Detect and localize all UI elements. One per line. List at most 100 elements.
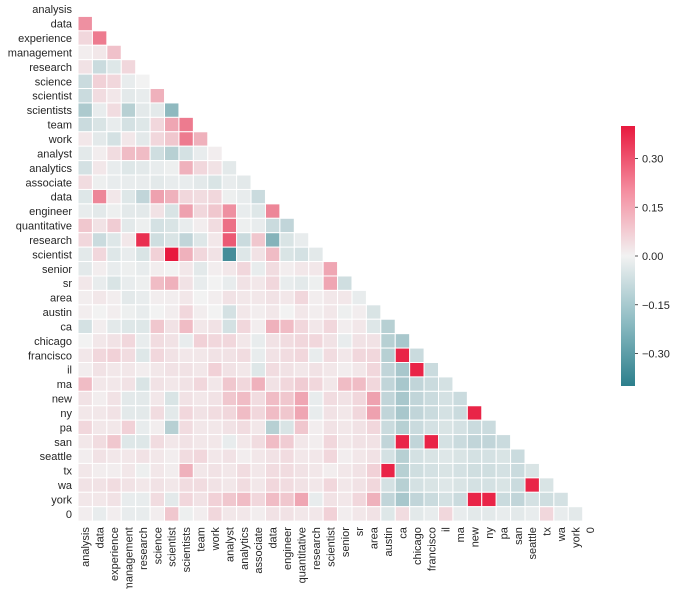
heatmap-cell-york-research <box>135 491 151 508</box>
heatmap-cell-scientist-data <box>264 246 281 263</box>
heatmap-cell-ca-analysis <box>77 318 93 335</box>
heatmap-cell-team-management <box>120 116 137 133</box>
heatmap-cell-engineer-scientists <box>178 203 194 219</box>
heatmap-cell-york-francisco <box>423 491 439 508</box>
heatmap-cell-york-data <box>264 491 281 508</box>
heatmap-cell-ny-ca <box>394 405 411 421</box>
heatmap-cell-sr-scientist <box>164 275 180 291</box>
heatmap-cell-sr-experience <box>106 275 122 291</box>
heatmap-cell-san-associate <box>250 434 266 450</box>
heatmap-cell-chicago-data <box>264 333 281 349</box>
heatmap-cell-area-work <box>207 289 223 306</box>
heatmap-cell-data-research <box>135 188 151 205</box>
heatmap-cell-ca-quantitative <box>293 318 310 335</box>
heatmap-cell-0-data <box>91 506 108 522</box>
heatmap-cell-tx-pa <box>495 462 512 479</box>
heatmap-cell-seattle-sr <box>351 448 367 464</box>
heatmap-cell-wa-data <box>91 477 108 493</box>
heatmap-cell-tx-research <box>135 462 151 479</box>
heatmap-cell-wa-team <box>192 477 209 493</box>
heatmap-cell-francisco-austin <box>380 347 396 363</box>
heatmap-cell-ny-associate <box>250 405 266 421</box>
heatmap-cell-0-chicago <box>409 506 425 522</box>
heatmap-cell-research-science <box>149 232 166 248</box>
heatmap-cell-wa-chicago <box>409 477 425 493</box>
heatmap-cell-area-sr <box>351 289 367 306</box>
heatmap-cell-pa-ma <box>452 419 468 436</box>
heatmap-cell-research-management <box>120 59 137 75</box>
colorbar <box>621 126 635 386</box>
heatmap-cell-sr-analytics <box>236 275 252 291</box>
heatmap-cell-york-data <box>91 491 108 508</box>
x-tick-label: engineer <box>282 527 294 570</box>
heatmap-cell-new-associate <box>250 390 266 407</box>
heatmap-cell-0-work <box>207 506 223 522</box>
heatmap-cell-analyst-scientist <box>164 145 180 162</box>
heatmap-cell-francisco-sr <box>351 347 367 363</box>
heatmap-cell-analyst-management <box>120 145 137 162</box>
heatmap-cell-tx-il <box>438 462 454 479</box>
heatmap-cell-area-analyst <box>221 289 238 306</box>
heatmap-cell-seattle-management <box>120 448 137 464</box>
heatmap-cell-york-area <box>365 491 382 508</box>
heatmap-cell-san-pa <box>495 434 512 450</box>
x-tick-label: seattle <box>527 527 539 559</box>
heatmap-cell-ny-sr <box>351 405 367 421</box>
heatmap-cell-chicago-associate <box>250 333 266 349</box>
heatmap-cell-il-francisco <box>423 362 439 378</box>
heatmap-cell-0-wa <box>553 506 569 522</box>
heatmap-cell-sr-team <box>192 275 209 291</box>
heatmap-cell-francisco-research <box>308 347 324 363</box>
x-tick-label: area <box>369 526 381 549</box>
heatmap-cell-york-chicago <box>409 491 425 508</box>
heatmap-cell-san-ma <box>452 434 468 450</box>
heatmap-cell-sr-scientists <box>178 275 194 291</box>
heatmap-cell-0-sr <box>351 506 367 522</box>
x-tick-label: senior <box>340 527 352 557</box>
heatmap-cell-san-new <box>466 434 483 450</box>
heatmap-cell-chicago-scientists <box>178 333 194 349</box>
heatmap-cell-team-science <box>149 116 166 133</box>
heatmap-cell-ca-sr <box>351 318 367 335</box>
heatmap-cell-pa-data <box>91 419 108 436</box>
heatmap-cell-tx-scientist <box>322 462 339 479</box>
heatmap-cell-work-science <box>149 131 166 147</box>
heatmap-cell-ma-il <box>438 376 454 392</box>
heatmap-cell-seattle-engineer <box>279 448 295 464</box>
heatmap-cell-york-engineer <box>279 491 295 508</box>
heatmap-cell-ny-data <box>91 405 108 421</box>
heatmap-cell-0-seattle <box>524 506 540 522</box>
heatmap-cell-york-science <box>149 491 166 508</box>
heatmap-cell-scientist-experience <box>106 88 122 104</box>
heatmap-cell-senior-analytics <box>236 261 252 277</box>
heatmap-cell-engineer-analytics <box>236 203 252 219</box>
heatmap-cell-data-analytics <box>236 188 252 205</box>
heatmap-cell-analyst-analysis <box>77 145 93 162</box>
heatmap-cell-tx-austin <box>380 462 396 479</box>
heatmap-cell-ma-ca <box>394 376 411 392</box>
heatmap-cell-0-york <box>567 506 584 522</box>
heatmap-cell-chicago-quantitative <box>293 333 310 349</box>
heatmap-cell-chicago-senior <box>337 333 353 349</box>
heatmap-cell-data-analyst <box>221 188 238 205</box>
heatmap-cell-team-experience <box>106 116 122 133</box>
heatmap-cell-san-sr <box>351 434 367 450</box>
heatmap-cell-associate-analyst <box>221 174 238 190</box>
heatmap-cell-tx-area <box>365 462 382 479</box>
heatmap-cell-senior-scientist <box>322 261 339 277</box>
heatmap-cell-tx-data <box>91 462 108 479</box>
x-tick-label: team <box>196 527 208 551</box>
heatmap-cell-work-scientist <box>164 131 180 147</box>
heatmap-cell-tx-scientist <box>164 462 180 479</box>
heatmap-cell-senior-experience <box>106 261 122 277</box>
heatmap-cell-seattle-experience <box>106 448 122 464</box>
heatmap-cell-research-research <box>135 232 151 248</box>
heatmap-cell-research-analysis <box>77 59 93 75</box>
x-tick-label: work <box>210 527 222 552</box>
heatmap-cell-il-team <box>192 362 209 378</box>
heatmap-cell-austin-analysis <box>77 304 93 320</box>
heatmap-cell-ca-associate <box>250 318 266 335</box>
heatmap-cell-0-scientist <box>322 506 339 522</box>
heatmap-cell-new-work <box>207 390 223 407</box>
heatmap-cell-ma-management <box>120 376 137 392</box>
